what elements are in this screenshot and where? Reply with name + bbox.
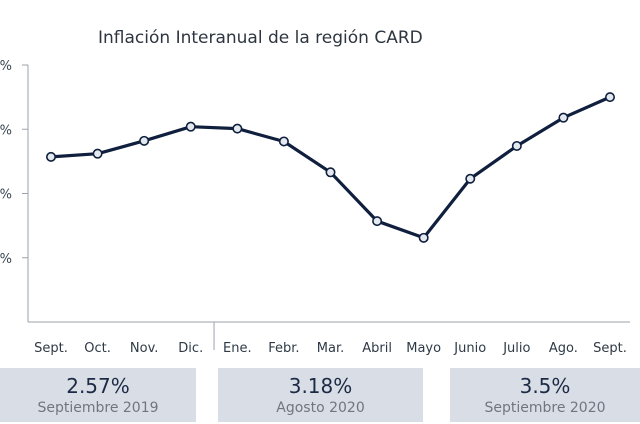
x-tick-label: Mayo [406, 341, 441, 356]
summary-box-aug-2020: 3.18% Agosto 2020 [218, 368, 423, 422]
data-point [604, 92, 615, 103]
data-point [465, 173, 476, 184]
x-tick-group: Sept. Oct. Nov. Dic. Ene. Febr. Mar. Abril Mayo J… [34, 341, 627, 356]
summary-label: Septiembre 2020 [484, 400, 606, 416]
x-tick-label: Nov. [130, 341, 159, 356]
summary-value: 3.18% [288, 374, 353, 398]
y-tick-label: % [0, 188, 12, 203]
data-point [92, 148, 103, 159]
x-tick-label: Junio [453, 341, 486, 356]
x-tick-label: Oct. [84, 341, 111, 356]
data-point [511, 140, 522, 151]
summary-value: 3.5% [519, 374, 571, 398]
y-tick-group: %%%% [0, 59, 28, 267]
data-point [185, 121, 196, 132]
summary-label: Agosto 2020 [276, 400, 365, 416]
y-tick-label: % [0, 59, 12, 74]
data-point [372, 216, 383, 227]
y-tick-label: % [0, 123, 12, 138]
x-tick-label: Ago. [549, 341, 578, 356]
data-point [418, 232, 429, 243]
data-point [139, 135, 150, 146]
x-tick-label: Sept. [593, 341, 627, 356]
summary-label: Septiembre 2019 [37, 400, 159, 416]
x-tick-label: Ene. [223, 341, 252, 356]
line-chart: Inflación Interanual de la región CARD %… [0, 28, 630, 356]
data-point [45, 151, 56, 162]
x-tick-label: Mar. [317, 341, 344, 356]
x-tick-label: Abril [362, 341, 392, 356]
summary-box-sept-2020: 3.5% Septiembre 2020 [450, 368, 640, 422]
data-point [232, 123, 243, 134]
chart-title: Inflación Interanual de la región CARD [98, 28, 423, 48]
y-tick-label: % [0, 252, 12, 267]
summary-value: 2.57% [66, 374, 130, 398]
summary-box-sept-2019: 2.57% Septiembre 2019 [0, 368, 196, 422]
x-tick-label: Dic. [178, 341, 203, 356]
x-tick-label: Febr. [268, 341, 299, 356]
data-point [558, 112, 569, 123]
x-tick-label: Sept. [34, 341, 68, 356]
x-tick-label: Julio [502, 341, 530, 356]
data-point [325, 167, 336, 178]
data-point-group [45, 92, 615, 243]
data-point [278, 136, 289, 147]
